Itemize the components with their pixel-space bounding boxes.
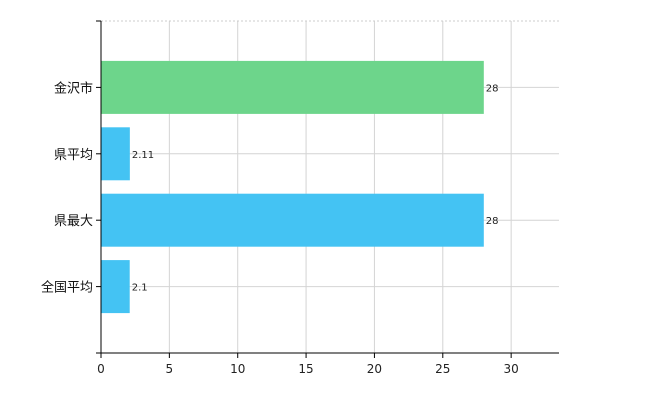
bar xyxy=(101,193,484,247)
data-label: 2.1 xyxy=(132,283,148,294)
category-label: 県平均 xyxy=(54,148,93,163)
x-tick-label: 0 xyxy=(97,362,105,376)
x-tick-label: 15 xyxy=(298,362,313,376)
x-tick-label: 30 xyxy=(504,362,519,376)
x-tick-label: 20 xyxy=(367,362,382,376)
x-tick-label: 5 xyxy=(166,362,174,376)
labels: 28 金沢市 2.11 県平均 28 県最大 2.1 全国平均 0 5 10 15 20 25 30 xyxy=(41,80,519,376)
data-label: 2.11 xyxy=(132,150,154,161)
x-tick-label: 25 xyxy=(435,362,450,376)
axes xyxy=(96,20,559,358)
x-tick-label: 10 xyxy=(230,362,245,376)
bars xyxy=(101,60,484,314)
bar xyxy=(101,260,130,314)
bar xyxy=(101,127,130,181)
category-label: 全国平均 xyxy=(41,280,93,296)
data-label: 28 xyxy=(486,83,499,94)
bar xyxy=(101,60,484,114)
category-label: 県最大 xyxy=(54,214,93,229)
category-label: 金沢市 xyxy=(54,80,93,96)
data-label: 28 xyxy=(486,216,499,227)
